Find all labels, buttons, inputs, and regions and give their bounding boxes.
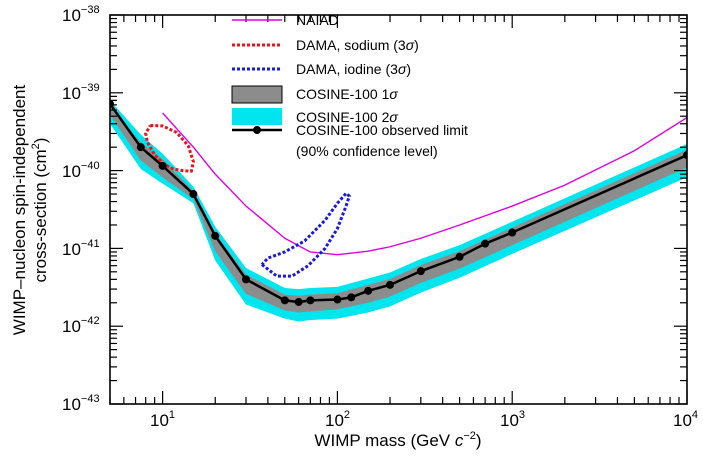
limit-curves	[110, 103, 687, 304]
observed-limit-point	[211, 231, 220, 240]
dama-sodium-contour	[144, 123, 195, 173]
observed-limit-point	[416, 267, 425, 276]
y-tick-label: 10−40	[62, 160, 100, 181]
legend-label-observed-cl: (90% confidence level)	[296, 143, 438, 159]
y-axis-title-line1: WIMP–nucleon spin-independent	[10, 85, 29, 336]
legend-swatch-1sigma	[231, 85, 283, 104]
observed-limit-markers	[110, 99, 687, 306]
y-axis-title-line2: cross-section (cm2)	[30, 138, 50, 283]
y-tick-label: 10−42	[62, 315, 100, 336]
y-tick-label: 10−38	[62, 4, 100, 25]
observed-limit-point	[386, 280, 395, 289]
axis-ticks	[109, 14, 688, 405]
plot-frame	[109, 14, 688, 405]
y-tick-label: 10−43	[62, 393, 100, 414]
y-tick-labels: 10−38 10−39 10−40 10−41 10−42 10−43	[62, 4, 100, 414]
observed-limit-point	[242, 275, 251, 284]
legend: NAIAD DAMA, sodium (3σ) DAMA, iodine (3σ…	[231, 12, 468, 159]
uncertainty-bands	[110, 100, 687, 322]
observed-limit-point	[294, 297, 303, 306]
observed-limit-point	[455, 252, 464, 261]
legend-label-dama-sodium: DAMA, sodium (3σ)	[296, 37, 419, 53]
x-tick-label: 104	[673, 409, 698, 430]
observed-limit-point	[158, 161, 167, 170]
observed-limit-point	[136, 143, 145, 152]
legend-label-1sigma: COSINE-100 1σ	[296, 86, 398, 102]
x-tick-labels: 101 102 103 104	[150, 409, 698, 430]
y-tick-label: 10−41	[62, 238, 100, 259]
dama-contours	[144, 123, 351, 278]
observed-limit-line	[110, 103, 687, 304]
observed-limit-point	[347, 293, 356, 302]
x-tick-label: 103	[500, 409, 525, 430]
observed-limit-point	[280, 296, 289, 305]
observed-limit-point	[333, 295, 342, 304]
legend-label-dama-iodine: DAMA, iodine (3σ)	[296, 61, 411, 77]
observed-limit-point	[508, 228, 517, 237]
x-tick-label: 102	[325, 409, 350, 430]
legend-label-2sigma: COSINE-100 2σ	[296, 109, 398, 125]
y-tick-label: 10−39	[62, 82, 100, 103]
naiad-limit-line	[162, 112, 687, 256]
observed-limit-point	[481, 239, 490, 248]
observed-limit-point	[189, 190, 198, 199]
observed-limit-point	[110, 99, 114, 108]
observed-limit-point	[683, 151, 687, 160]
legend-label-naiad: NAIAD	[296, 12, 339, 28]
band-1sigma	[110, 106, 687, 313]
legend-swatch-observed-marker	[253, 126, 261, 134]
x-tick-label: 101	[150, 409, 175, 430]
x-axis-title: WIMP mass (GeV c−2)	[314, 430, 481, 450]
observed-limit-point	[306, 296, 315, 305]
legend-swatch-2sigma	[232, 108, 282, 125]
legend-label-observed: COSINE-100 observed limit	[296, 122, 468, 138]
observed-limit-point	[364, 286, 373, 295]
dama-iodine-contour	[260, 191, 351, 278]
